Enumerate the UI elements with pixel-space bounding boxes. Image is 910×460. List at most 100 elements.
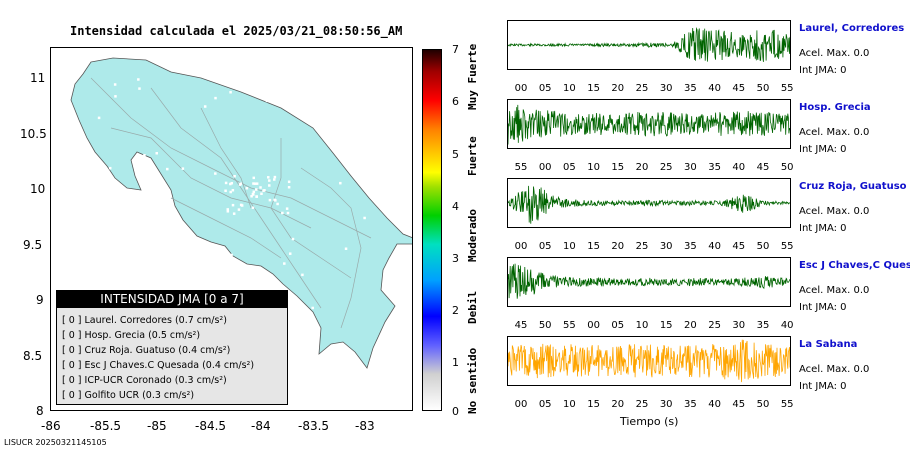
map-dot bbox=[253, 182, 257, 185]
map-dot bbox=[155, 152, 158, 155]
map-dot bbox=[155, 285, 158, 289]
seismogram-panel bbox=[507, 178, 791, 228]
map-dot bbox=[252, 176, 256, 180]
seismogram-x-tick: 25 bbox=[635, 241, 649, 252]
map-dot bbox=[255, 182, 259, 185]
map-canvas bbox=[70, 57, 412, 369]
legend-item: [ 0 ] ICP-UCR Coronado (0.3 cm/s²) bbox=[62, 375, 227, 386]
map-dot bbox=[224, 189, 227, 192]
seismogram-panel bbox=[507, 99, 791, 149]
map-dot bbox=[288, 252, 292, 255]
map-dot bbox=[252, 182, 255, 185]
seismogram-x-tick: 00 bbox=[538, 162, 552, 173]
map-dot bbox=[265, 99, 269, 103]
seismogram-x-tick: 10 bbox=[635, 320, 649, 331]
seismogram-x-tick: 40 bbox=[708, 83, 721, 94]
seismogram-trace bbox=[508, 339, 790, 383]
map-dot bbox=[97, 116, 101, 120]
map-dot bbox=[237, 208, 241, 211]
map-dot bbox=[245, 187, 249, 190]
road-network bbox=[90, 77, 372, 329]
seismogram-x-tick: 05 bbox=[611, 320, 625, 331]
seismogram-x-tick: 30 bbox=[732, 320, 746, 331]
map-dot bbox=[229, 182, 232, 186]
seismogram-panel bbox=[507, 336, 791, 386]
map-dot bbox=[283, 262, 286, 265]
seismogram-panel bbox=[507, 257, 791, 307]
map-dot bbox=[93, 267, 96, 270]
map-dot bbox=[276, 202, 279, 206]
seismogram-panel bbox=[507, 20, 791, 70]
legend-title: INTENSIDAD JMA [0 a 7] bbox=[57, 291, 287, 308]
seismogram-x-tick: 50 bbox=[756, 83, 770, 94]
map-dot bbox=[224, 181, 228, 185]
map-dot bbox=[231, 203, 235, 207]
seismogram-x-tick: 05 bbox=[538, 241, 552, 252]
map-dot bbox=[252, 190, 256, 194]
map-dot bbox=[255, 188, 258, 191]
station-intensity: Int JMA: 0 bbox=[799, 65, 847, 76]
station-name: Esc J Chaves,C Quesada bbox=[799, 260, 910, 271]
seismogram-x-tick: 20 bbox=[635, 162, 649, 173]
seismogram-x-tick: 55 bbox=[780, 399, 794, 410]
map-dot bbox=[169, 200, 172, 203]
seismogram-x-tick: 10 bbox=[563, 83, 576, 94]
map-dot bbox=[226, 208, 229, 211]
map-dot bbox=[214, 172, 217, 175]
seismogram-x-tick: 50 bbox=[780, 162, 794, 173]
map-dot bbox=[99, 228, 102, 231]
time-axis-label: Tiempo (s) bbox=[620, 415, 679, 428]
map-dot bbox=[268, 179, 271, 182]
seismogram-x-tick: 45 bbox=[732, 399, 746, 410]
map-dot bbox=[229, 190, 232, 194]
map-dot bbox=[344, 247, 348, 250]
seismogram-x-tick: 05 bbox=[538, 399, 552, 410]
map-dot bbox=[263, 189, 266, 192]
seismogram-x-tick: 00 bbox=[514, 83, 528, 94]
station-intensity: Int JMA: 0 bbox=[799, 223, 847, 234]
colorbar-label: Fuerte bbox=[466, 136, 479, 176]
seismogram-x-tick: 40 bbox=[708, 399, 721, 410]
map-dot bbox=[267, 176, 270, 179]
map-dot bbox=[341, 144, 345, 147]
map-y-tick: 8 bbox=[36, 404, 44, 418]
seismogram-x-tick: 55 bbox=[563, 320, 576, 331]
colorbar-tick: 2 bbox=[452, 304, 459, 317]
map-y-tick: 9 bbox=[36, 293, 44, 307]
seismogram-x-tick: 00 bbox=[587, 320, 600, 331]
map-dot bbox=[92, 167, 96, 171]
seismogram-x-tick: 15 bbox=[587, 399, 600, 410]
map-y-tick: 8.5 bbox=[23, 349, 43, 363]
map-dot bbox=[285, 207, 289, 210]
map-dot bbox=[239, 203, 243, 207]
seismogram-x-tick: 15 bbox=[587, 241, 600, 252]
legend-item: [ 0 ] Golfito UCR (0.3 cm/s²) bbox=[62, 390, 195, 401]
station-accel: Acel. Max. 0.0 bbox=[799, 206, 870, 217]
colorbar-tick: 3 bbox=[452, 252, 459, 265]
seismogram-x-tick: 15 bbox=[587, 83, 600, 94]
seismogram-x-tick: 20 bbox=[611, 241, 625, 252]
seismogram-x-tick: 30 bbox=[659, 83, 673, 94]
map-dot bbox=[250, 195, 253, 198]
seismogram-x-tick: 05 bbox=[563, 162, 576, 173]
map-x-tick: -85 bbox=[147, 419, 167, 433]
map-dot bbox=[230, 181, 234, 185]
seismogram-x-tick: 45 bbox=[732, 241, 746, 252]
seismogram-x-tick: 30 bbox=[684, 162, 697, 173]
map-dot bbox=[231, 189, 235, 192]
map-dot bbox=[268, 198, 272, 202]
seismogram-x-tick: 30 bbox=[659, 241, 673, 252]
map-dot bbox=[287, 185, 291, 189]
seismogram-trace bbox=[508, 263, 790, 299]
seismogram-x-tick: 55 bbox=[514, 162, 528, 173]
map-y-tick: 11 bbox=[30, 71, 46, 85]
station-accel: Acel. Max. 0.0 bbox=[799, 364, 870, 375]
seismogram-x-tick: 25 bbox=[635, 399, 649, 410]
map-dot bbox=[226, 210, 230, 213]
map-dot bbox=[251, 192, 255, 196]
seismogram-x-tick: 10 bbox=[563, 241, 576, 252]
map-dot bbox=[286, 211, 290, 215]
map-dot bbox=[301, 273, 304, 277]
seismogram-x-tick: 25 bbox=[659, 162, 673, 173]
intensity-map: INTENSIDAD JMA [0 a 7] [ 0 ] Laurel. Cor… bbox=[50, 47, 413, 411]
